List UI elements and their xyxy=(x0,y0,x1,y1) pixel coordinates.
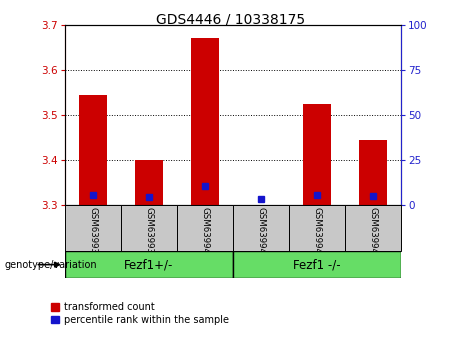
Bar xyxy=(135,160,163,205)
Text: GDS4446 / 10338175: GDS4446 / 10338175 xyxy=(156,12,305,27)
Text: GSM639941: GSM639941 xyxy=(256,207,266,259)
Bar xyxy=(191,38,219,205)
Bar xyxy=(359,140,387,205)
Bar xyxy=(303,104,331,205)
Text: genotype/variation: genotype/variation xyxy=(5,259,97,270)
Text: GSM639938: GSM639938 xyxy=(88,207,97,259)
Bar xyxy=(65,251,233,278)
Bar xyxy=(121,205,177,251)
Text: GSM639942: GSM639942 xyxy=(313,207,321,259)
Bar xyxy=(289,205,345,251)
Bar xyxy=(65,205,121,251)
Text: GSM639943: GSM639943 xyxy=(368,207,378,259)
Bar xyxy=(233,251,401,278)
Bar xyxy=(177,205,233,251)
Text: Fezf1+/-: Fezf1+/- xyxy=(124,258,173,271)
Bar xyxy=(78,95,106,205)
Text: GSM639939: GSM639939 xyxy=(144,207,153,259)
Text: GSM639940: GSM639940 xyxy=(200,207,209,259)
Bar xyxy=(233,205,289,251)
Text: Fezf1 -/-: Fezf1 -/- xyxy=(293,258,341,271)
Bar xyxy=(345,205,401,251)
Legend: transformed count, percentile rank within the sample: transformed count, percentile rank withi… xyxy=(51,302,229,325)
